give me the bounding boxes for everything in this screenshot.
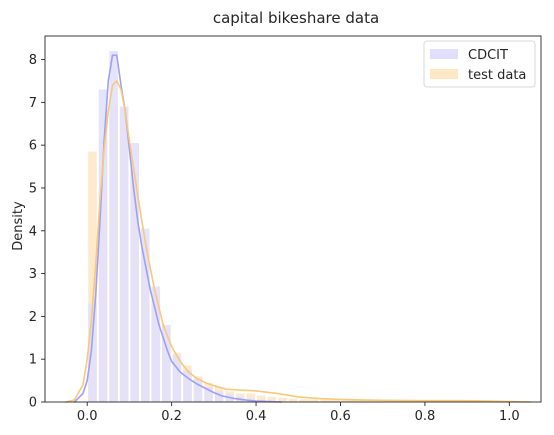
histogram-bar-cdcit: [88, 304, 97, 402]
y-tick-label: 0: [29, 396, 37, 411]
x-tick-label: 0.6: [330, 409, 351, 424]
x-tick-label: 0.4: [246, 409, 267, 424]
y-tick-label: 8: [29, 53, 37, 68]
y-tick-label: 3: [29, 267, 37, 282]
x-tick-label: 0.0: [77, 409, 98, 424]
chart-title: capital bikeshare data: [213, 9, 379, 27]
y-tick-label: 7: [29, 96, 37, 111]
histogram-bar-test-data: [289, 399, 298, 402]
legend-label-test-data: test data: [468, 68, 526, 83]
legend: CDCIT test data: [424, 41, 535, 87]
axes-frame: [45, 36, 541, 402]
y-tick-label: 4: [29, 224, 37, 239]
y-tick-label: 1: [29, 353, 37, 368]
x-tick-label: 0.8: [415, 409, 436, 424]
y-tick-label: 5: [29, 181, 37, 196]
y-tick-label: 2: [29, 310, 37, 325]
histogram-bar-cdcit: [130, 143, 139, 402]
legend-swatch-test-data: [430, 69, 458, 79]
y-tick-label: 6: [29, 139, 37, 154]
histogram-bar-cdcit: [109, 51, 118, 402]
plot-area: [66, 51, 530, 402]
legend-label-cdcit: CDCIT: [468, 48, 508, 63]
y-axis-label: Density: [11, 201, 26, 251]
x-tick-label: 0.2: [161, 409, 182, 424]
x-tick-label: 1.0: [499, 409, 520, 424]
histogram-bar-cdcit: [120, 107, 129, 402]
legend-swatch-cdcit: [430, 49, 458, 59]
